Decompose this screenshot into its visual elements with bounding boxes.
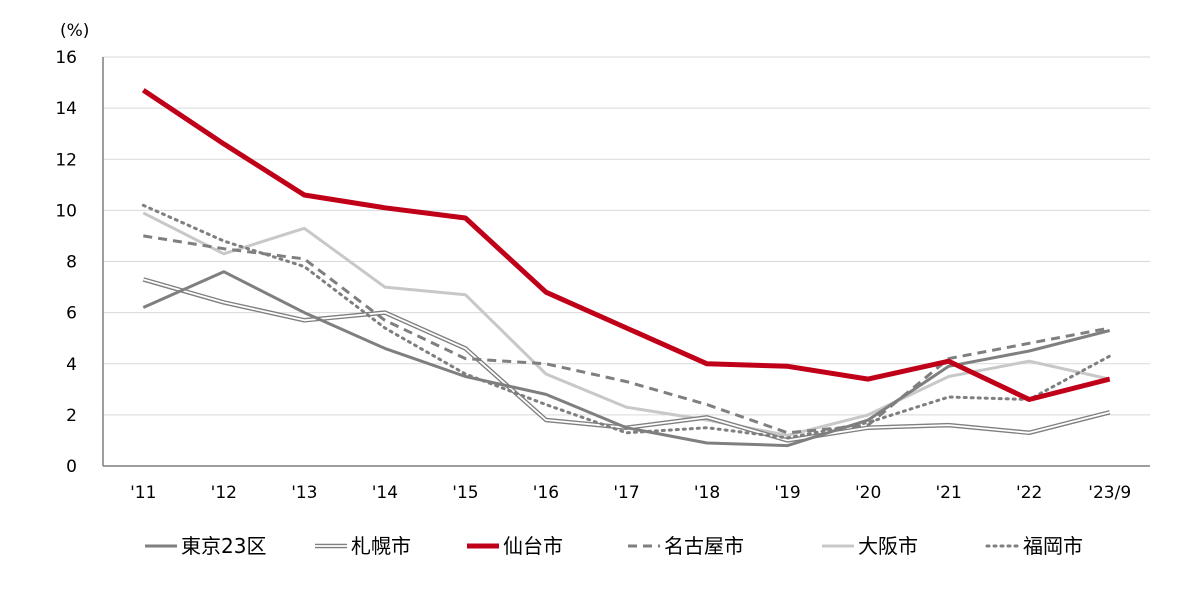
y-tick-label: 4 [66, 355, 77, 375]
series-line [141, 88, 1111, 402]
x-axis-ticks: '11 '12 '13 '14 '15 '16 '17 '18 '19 '20 '21 '22 '23/… [130, 483, 1131, 503]
legend-item: 仙台市 [467, 534, 563, 558]
legend-label: 名古屋市 [664, 534, 744, 558]
x-tick-label: '11 [130, 483, 156, 503]
y-tick-label: 0 [66, 457, 77, 477]
x-tick-label: '18 [694, 483, 720, 503]
x-tick-label: '21 [935, 483, 961, 503]
legend-item: 大阪市 [822, 534, 918, 558]
y-axis-ticks: 0 2 4 6 8 10 12 14 16 [55, 48, 77, 477]
legend-label: 仙台市 [503, 534, 563, 558]
x-tick-label: '13 [291, 483, 317, 503]
series-line [141, 203, 1112, 440]
y-tick-label: 8 [66, 253, 77, 273]
legend-label: 大阪市 [858, 534, 918, 558]
legend-item: 札幌市 [315, 534, 411, 558]
y-tick-label: 12 [55, 150, 77, 170]
y-tick-label: 10 [55, 201, 77, 221]
x-tick-label: '14 [372, 483, 398, 503]
legend-label: 東京23区 [181, 534, 266, 558]
x-tick-label: '20 [855, 483, 881, 503]
legend-item: 名古屋市 [628, 534, 744, 558]
legend: 東京23区 札幌市 仙台市 名古屋市 大阪市 福岡市 [145, 534, 1083, 558]
y-tick-label: 6 [66, 304, 77, 324]
legend-item: 福岡市 [985, 534, 1083, 558]
y-tick-label: 2 [66, 406, 77, 426]
x-tick-label: '16 [533, 483, 559, 503]
y-tick-label: 14 [55, 99, 77, 119]
y-unit-label: (%) [60, 21, 89, 41]
x-tick-label: '17 [613, 483, 639, 503]
gridlines [103, 56, 1150, 416]
x-tick-label: '19 [774, 483, 800, 503]
x-tick-label: '12 [211, 483, 237, 503]
x-tick-label: '23/9 [1088, 483, 1131, 503]
y-tick-label: 16 [55, 48, 77, 68]
series-lines [141, 88, 1112, 448]
series-line [143, 234, 1110, 435]
series-line [142, 270, 1111, 448]
x-tick-label: '15 [452, 483, 478, 503]
series-line [142, 211, 1111, 437]
x-tick-label: '22 [1016, 483, 1042, 503]
legend-item: 東京23区 [145, 534, 266, 558]
legend-label: 福岡市 [1023, 534, 1083, 558]
legend-label: 札幌市 [351, 534, 411, 558]
